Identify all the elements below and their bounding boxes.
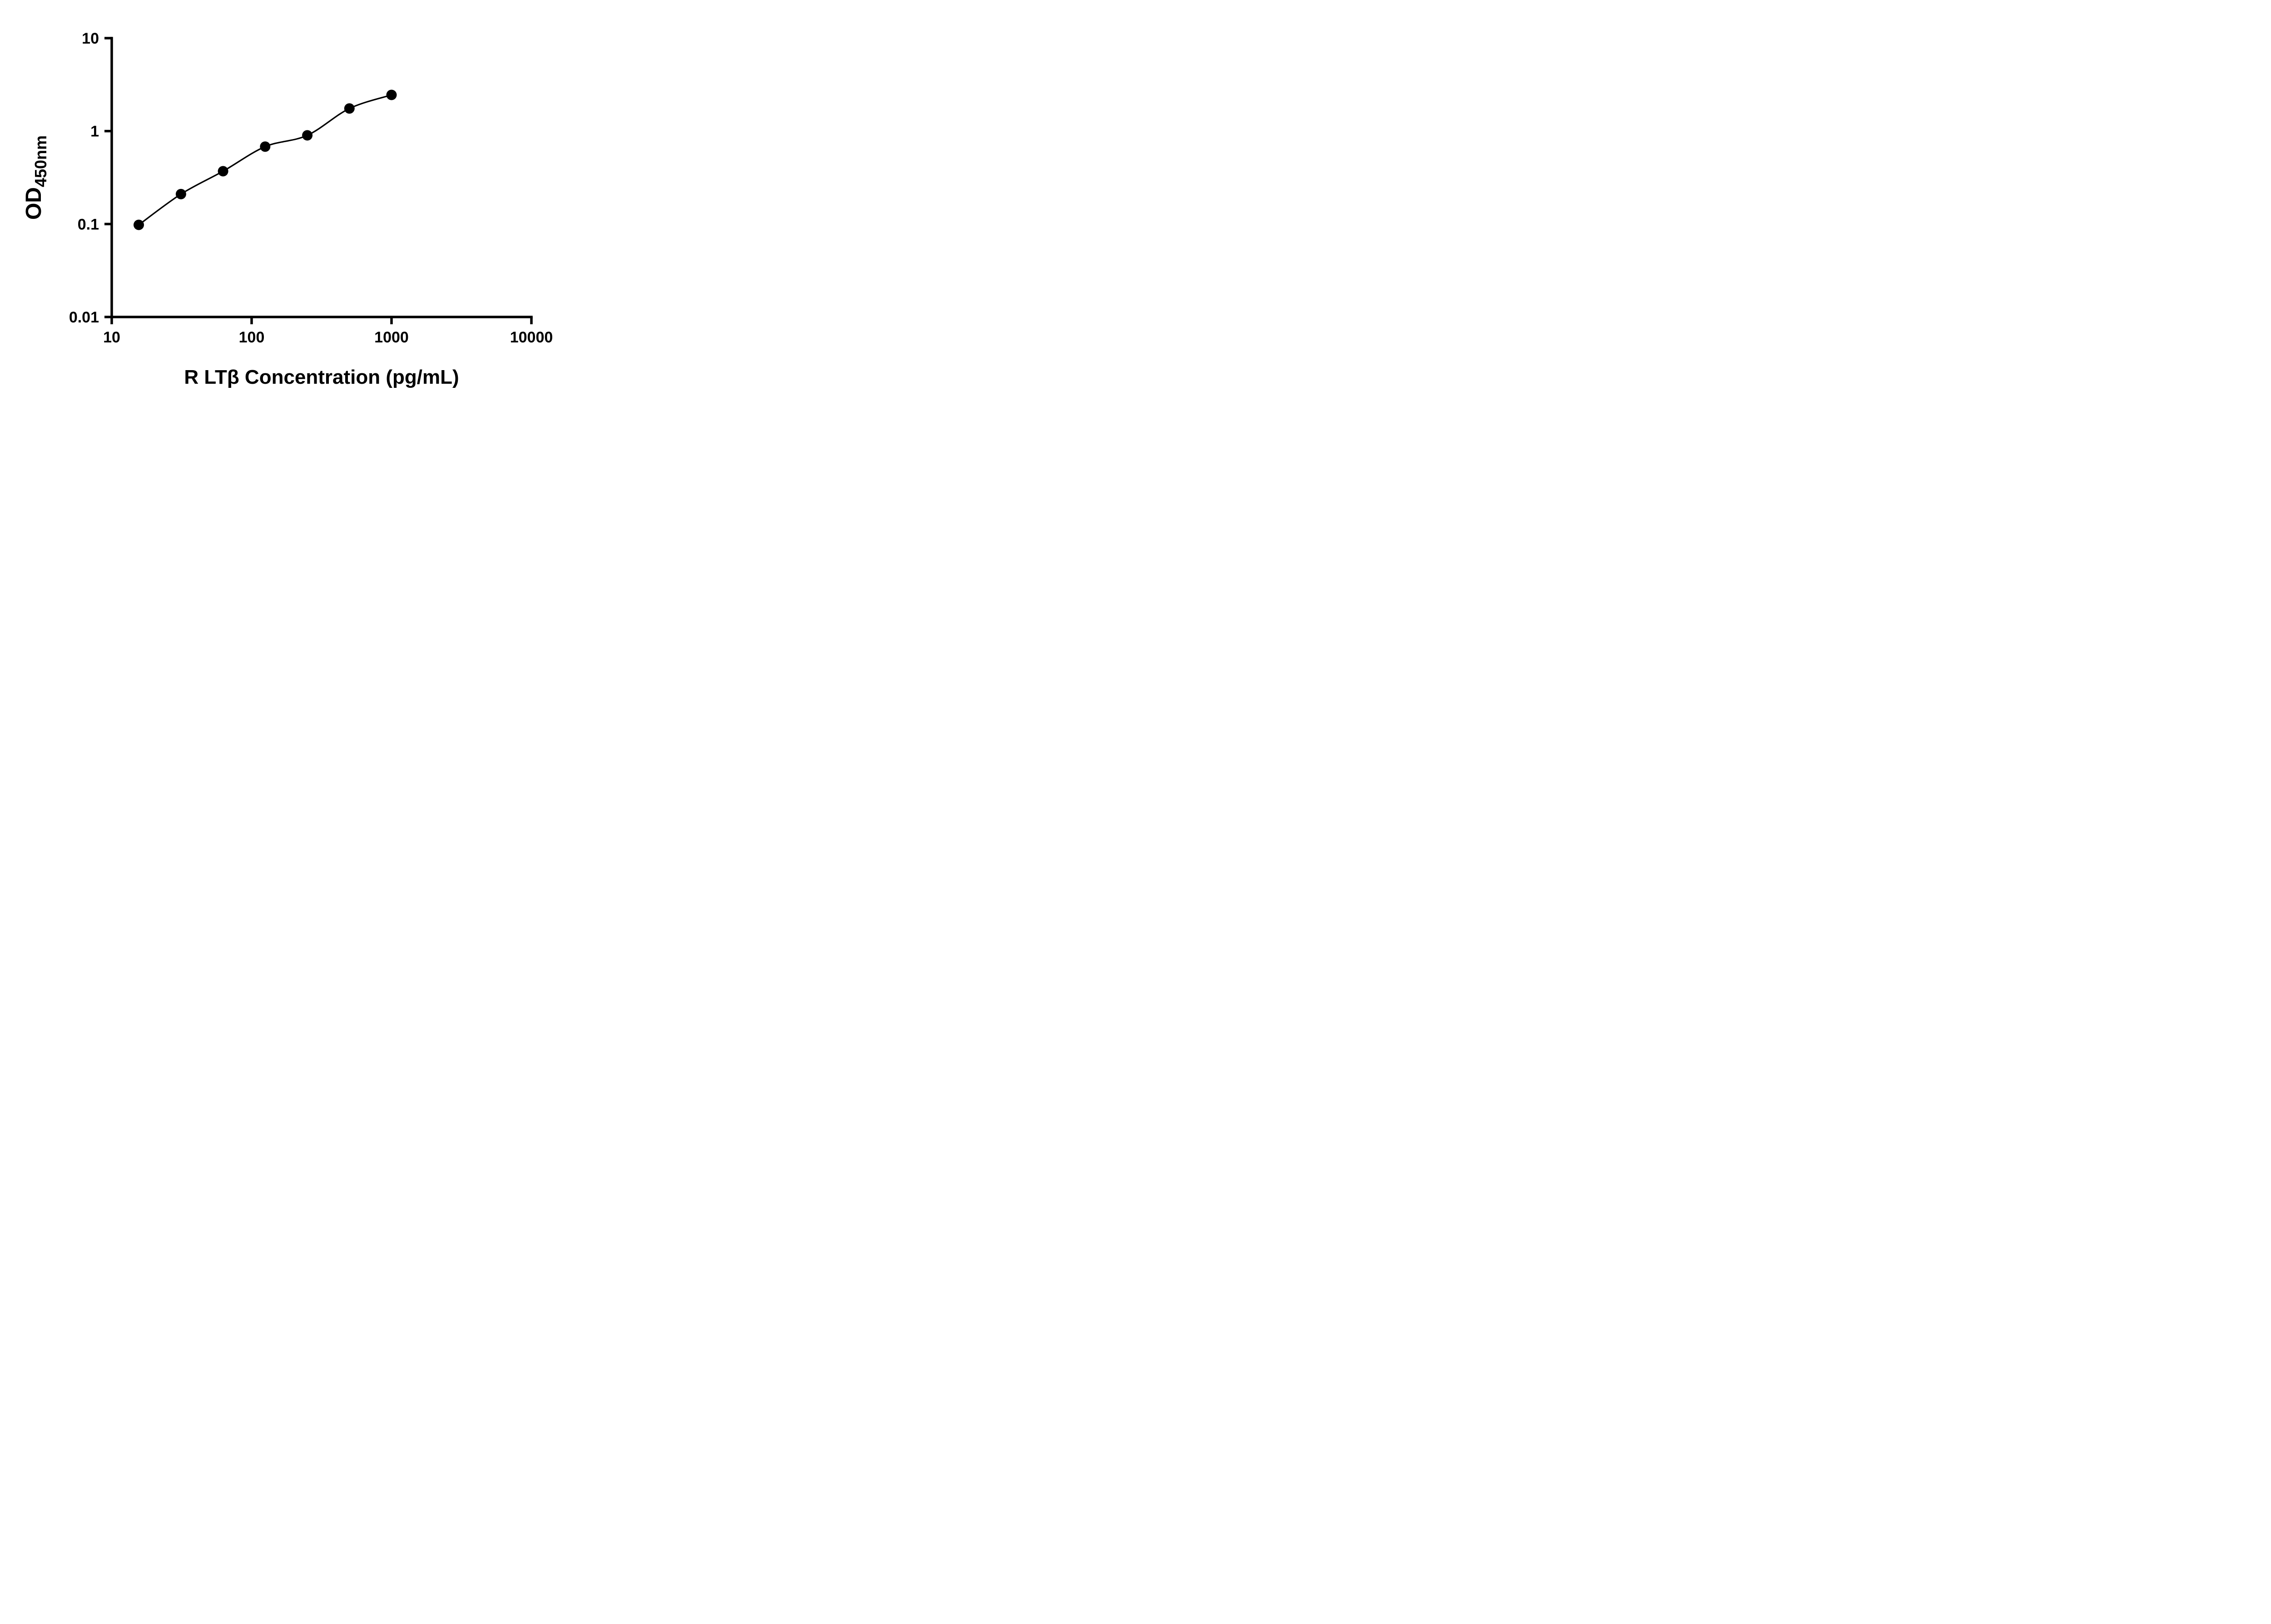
data-point (344, 103, 355, 114)
x-tick-label: 10000 (510, 329, 553, 346)
data-point (134, 219, 144, 230)
data-point (175, 188, 186, 199)
data-point (260, 141, 271, 152)
y-tick-label: 0.1 (78, 216, 99, 233)
x-tick-label: 10 (103, 329, 120, 346)
data-point (302, 130, 313, 141)
y-tick-label: 10 (82, 30, 99, 47)
y-tick-label: 0.01 (69, 309, 99, 326)
x-axis-title: R LTβ Concentration (pg/mL) (184, 366, 459, 388)
y-tick-label: 1 (90, 123, 99, 140)
data-point (218, 166, 228, 177)
fit-curve (138, 94, 392, 226)
data-point (386, 89, 397, 100)
y-axis-title: OD450nm (22, 135, 50, 220)
elisa-standard-curve-figure: 10 100 1000 10000 10 1 0.1 0.01 R LTβ Concentrat… (0, 0, 584, 406)
chart-canvas: 10 100 1000 10000 10 1 0.1 0.01 R LTβ Concentrat… (22, 30, 553, 388)
x-tick-label: 1000 (374, 329, 409, 346)
axes (110, 37, 533, 318)
x-tick-label: 100 (239, 329, 265, 346)
